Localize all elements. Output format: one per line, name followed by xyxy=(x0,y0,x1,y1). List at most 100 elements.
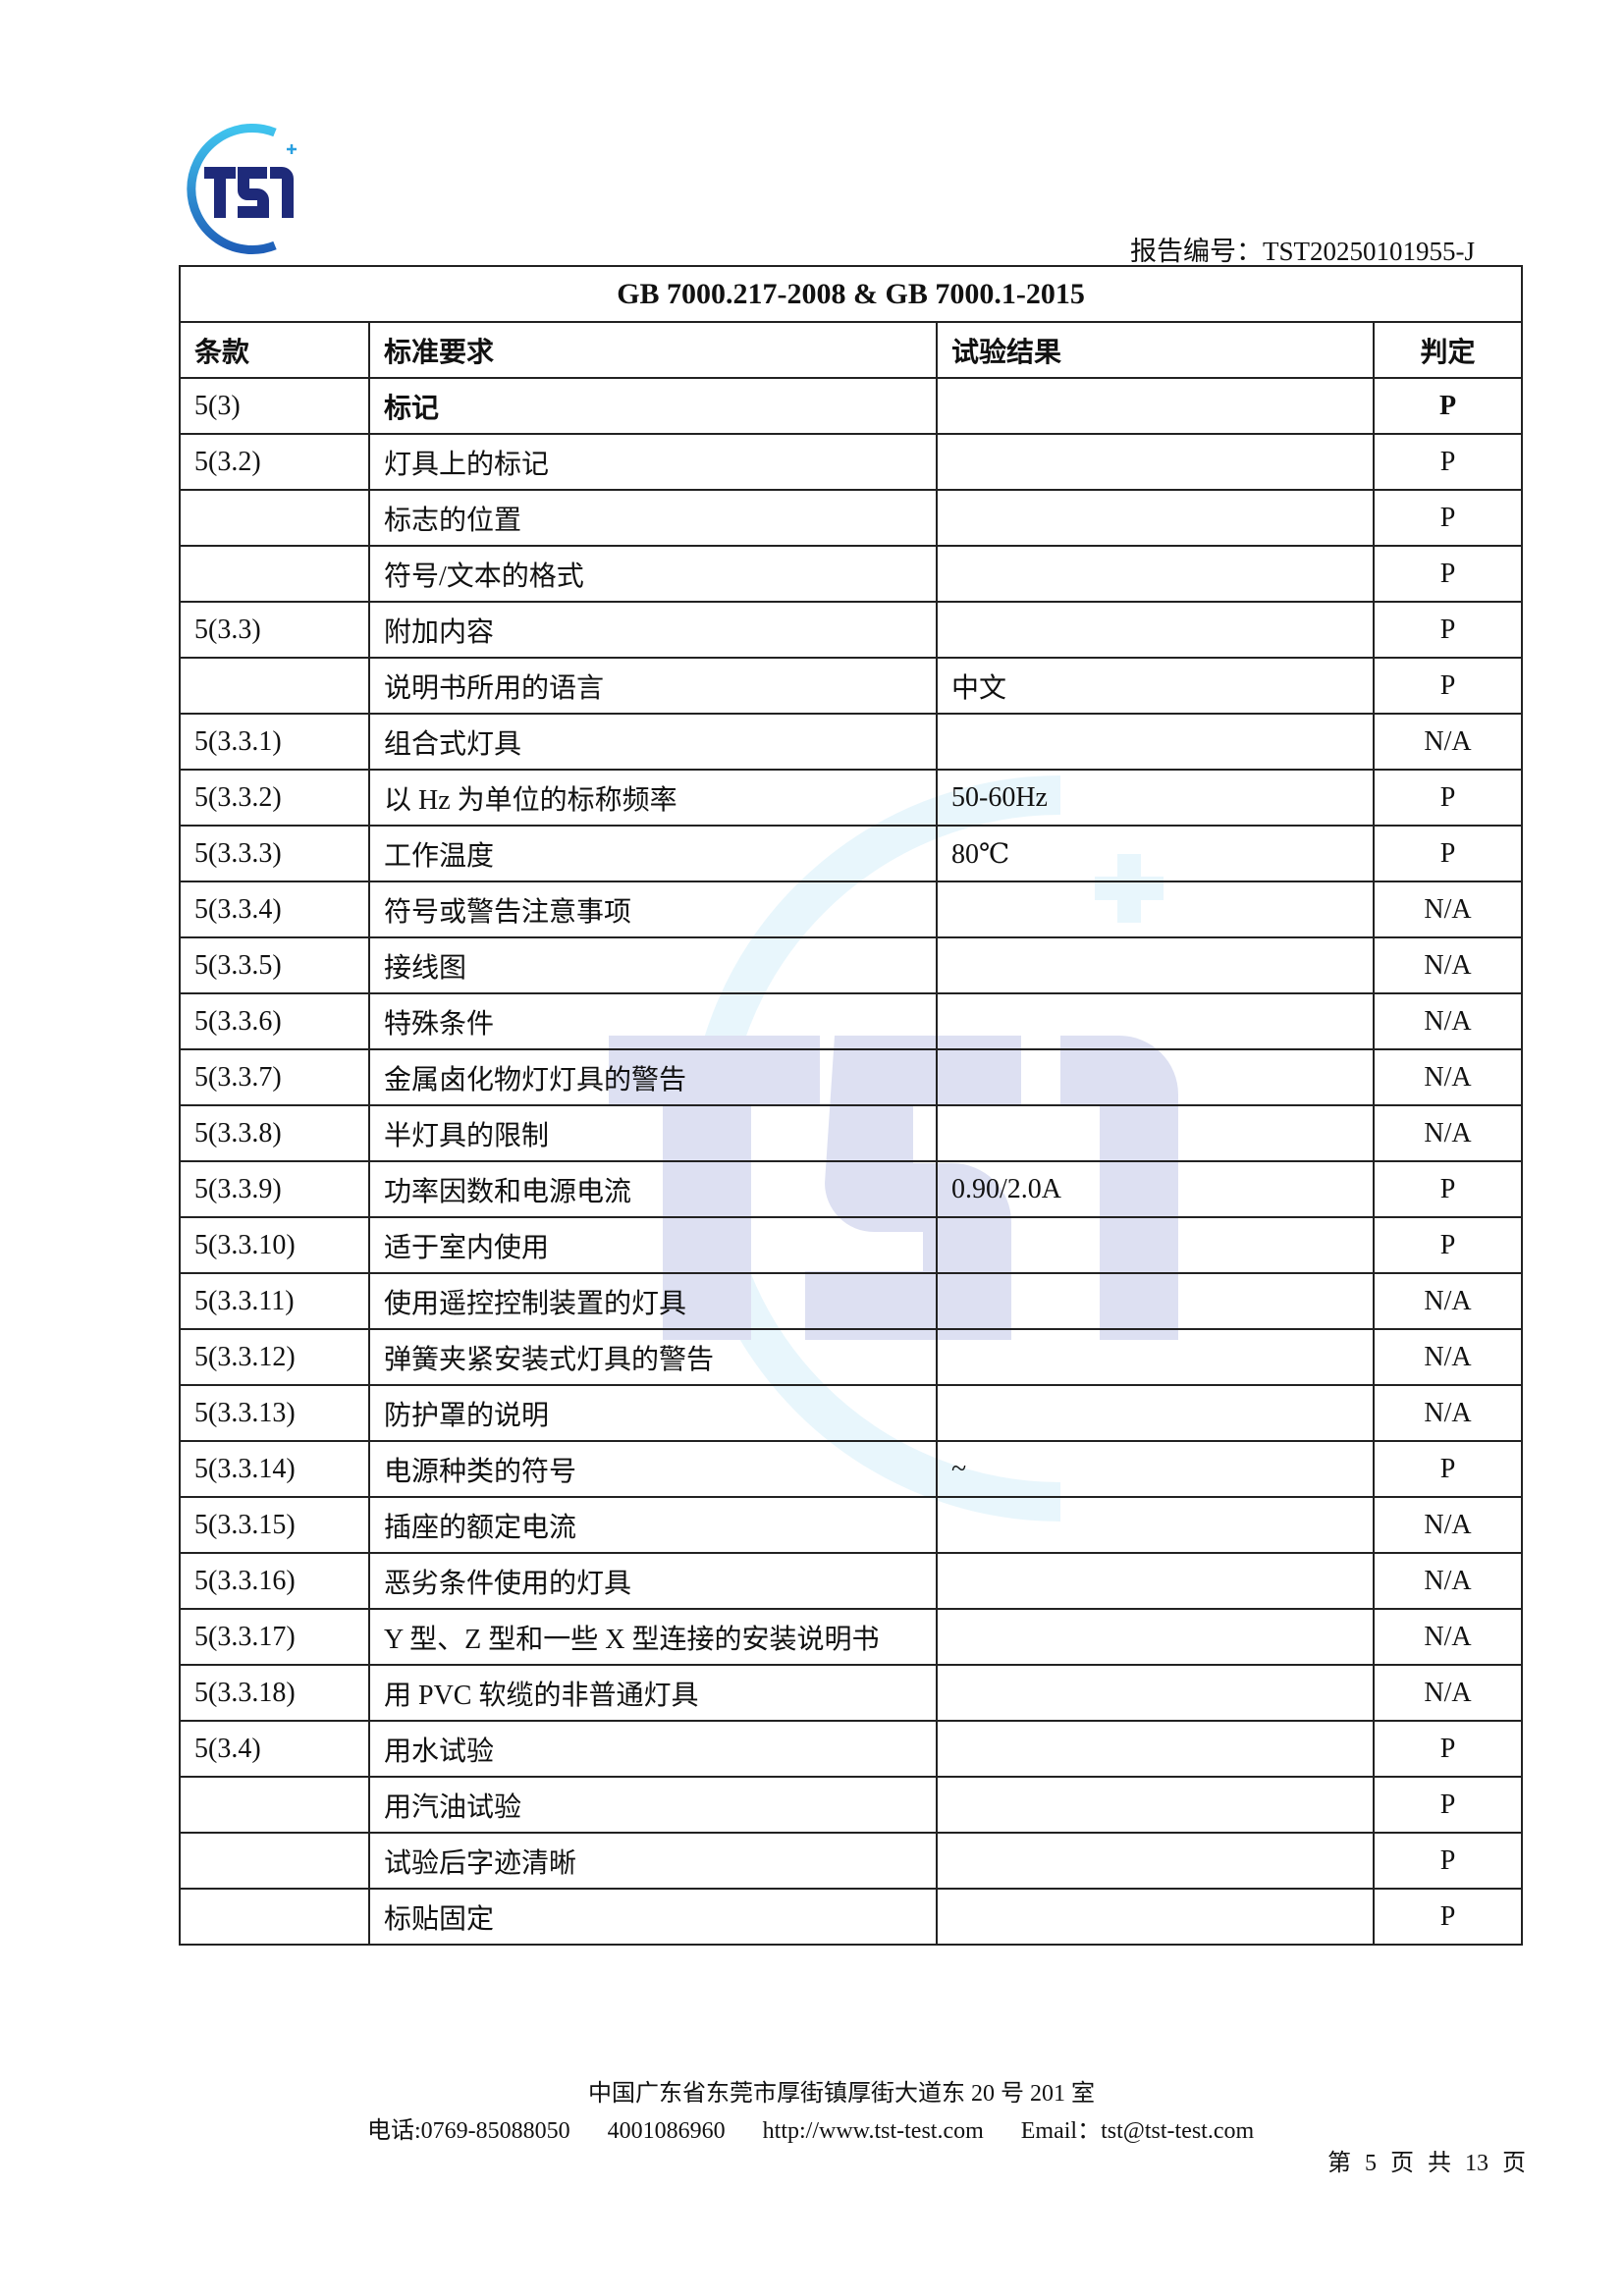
table-row: 5(3.3.14) 电源种类的符号 ~ P xyxy=(179,1440,1524,1498)
table-row: 5(3.3.3) 工作温度 80℃ P xyxy=(179,825,1524,882)
table-row: 用汽油试验 P xyxy=(179,1776,1524,1834)
clause-cell xyxy=(179,489,370,547)
requirement-cell: 接线图 xyxy=(368,936,938,994)
tst-logo xyxy=(187,124,297,254)
table-row: 标贴固定 P xyxy=(179,1888,1524,1946)
column-header-clause: 条款 xyxy=(179,321,370,379)
requirement-cell: 工作温度 xyxy=(368,825,938,882)
table-row: 5(3) 标记 P xyxy=(179,377,1524,435)
requirement-cell: 组合式灯具 xyxy=(368,713,938,771)
test-results-table: GB 7000.217-2008 & GB 7000.1-2015 条款 标准要… xyxy=(178,265,1524,1946)
result-cell: 0.90/2.0A xyxy=(936,1160,1375,1218)
verdict-cell: N/A xyxy=(1372,1328,1524,1386)
footer-email[interactable]: Email：tst@tst-test.com xyxy=(1020,2118,1255,2144)
verdict-cell: N/A xyxy=(1372,992,1524,1050)
table-row: 5(3.3) 附加内容 P xyxy=(179,601,1524,659)
clause-cell xyxy=(179,1776,370,1834)
table-row: 5(3.3.16) 恶劣条件使用的灯具 N/A xyxy=(179,1552,1524,1610)
result-cell xyxy=(936,713,1375,771)
verdict-cell: P xyxy=(1372,825,1524,882)
requirement-cell: Y 型、Z 型和一些 X 型连接的安装说明书 xyxy=(368,1608,938,1666)
clause-cell: 5(3.3.2) xyxy=(179,769,370,827)
requirement-cell: 弹簧夹紧安装式灯具的警告 xyxy=(368,1328,938,1386)
requirement-cell: 试验后字迹清晰 xyxy=(368,1832,938,1890)
clause-cell: 5(3.3.1) xyxy=(179,713,370,771)
column-header-requirement: 标准要求 xyxy=(368,321,938,379)
column-header-result: 试验结果 xyxy=(936,321,1375,379)
requirement-cell: 恶劣条件使用的灯具 xyxy=(368,1552,938,1610)
table-row: 5(3.3.12) 弹簧夹紧安装式灯具的警告 N/A xyxy=(179,1328,1524,1386)
verdict-cell: P xyxy=(1372,657,1524,715)
result-cell xyxy=(936,1272,1375,1330)
verdict-cell: P xyxy=(1372,1440,1524,1498)
clause-cell: 5(3.3.4) xyxy=(179,881,370,938)
clause-cell: 5(3.2) xyxy=(179,433,370,491)
clause-cell: 5(3.3.14) xyxy=(179,1440,370,1498)
verdict-cell: P xyxy=(1372,1888,1524,1946)
verdict-cell: N/A xyxy=(1372,713,1524,771)
requirement-cell: 标贴固定 xyxy=(368,1888,938,1946)
requirement-cell: 标志的位置 xyxy=(368,489,938,547)
clause-cell xyxy=(179,1832,370,1890)
table-row: 5(3.3.4) 符号或警告注意事项 N/A xyxy=(179,881,1524,938)
verdict-cell: P xyxy=(1372,377,1524,435)
table-row: 5(3.4) 用水试验 P xyxy=(179,1720,1524,1778)
verdict-cell: P xyxy=(1372,1832,1524,1890)
requirement-cell: 标记 xyxy=(368,377,938,435)
footer-contact: 电话:0769-85088050 4001086960 http://www.tst… xyxy=(367,2110,1291,2145)
table-row: 5(3.2) 灯具上的标记 P xyxy=(179,433,1524,491)
verdict-cell: N/A xyxy=(1372,1496,1524,1554)
requirement-cell: 适于室内使用 xyxy=(368,1216,938,1274)
verdict-cell: P xyxy=(1372,433,1524,491)
column-header-verdict: 判定 xyxy=(1372,321,1524,379)
table-row: 标志的位置 P xyxy=(179,489,1524,547)
result-cell xyxy=(936,881,1375,938)
result-cell xyxy=(936,1048,1375,1106)
result-cell: ~ xyxy=(936,1440,1375,1498)
clause-cell: 5(3.3.15) xyxy=(179,1496,370,1554)
table-row: 5(3.3.6) 特殊条件 N/A xyxy=(179,992,1524,1050)
table-row: 5(3.3.2) 以 Hz 为单位的标称频率 50-60Hz P xyxy=(179,769,1524,827)
table-row: 5(3.3.5) 接线图 N/A xyxy=(179,936,1524,994)
clause-cell: 5(3.3.16) xyxy=(179,1552,370,1610)
table-row: 试验后字迹清晰 P xyxy=(179,1832,1524,1890)
table-row: 5(3.3.7) 金属卤化物灯灯具的警告 N/A xyxy=(179,1048,1524,1106)
result-cell xyxy=(936,601,1375,659)
clause-cell: 5(3.3.11) xyxy=(179,1272,370,1330)
result-cell xyxy=(936,1384,1375,1442)
verdict-cell: N/A xyxy=(1372,1552,1524,1610)
verdict-cell: P xyxy=(1372,769,1524,827)
table-row: 5(3.3.10) 适于室内使用 P xyxy=(179,1216,1524,1274)
verdict-cell: N/A xyxy=(1372,1664,1524,1722)
result-cell xyxy=(936,1776,1375,1834)
verdict-cell: P xyxy=(1372,1720,1524,1778)
clause-cell: 5(3.3.3) xyxy=(179,825,370,882)
footer-website[interactable]: http://www.tst-test.com xyxy=(762,2118,984,2144)
footer-hotline: 4001086960 xyxy=(607,2118,726,2144)
table-row: 5(3.3.9) 功率因数和电源电流 0.90/2.0A P xyxy=(179,1160,1524,1218)
verdict-cell: N/A xyxy=(1372,936,1524,994)
table-row: 5(3.3.1) 组合式灯具 N/A xyxy=(179,713,1524,771)
clause-cell: 5(3.3.10) xyxy=(179,1216,370,1274)
verdict-cell: P xyxy=(1372,1160,1524,1218)
result-cell xyxy=(936,1496,1375,1554)
clause-cell: 5(3.3.7) xyxy=(179,1048,370,1106)
result-cell xyxy=(936,489,1375,547)
clause-cell: 5(3) xyxy=(179,377,370,435)
verdict-cell: N/A xyxy=(1372,1104,1524,1162)
requirement-cell: 功率因数和电源电流 xyxy=(368,1160,938,1218)
table-row: 5(3.3.18) 用 PVC 软缆的非普通灯具 N/A xyxy=(179,1664,1524,1722)
result-cell: 50-60Hz xyxy=(936,769,1375,827)
verdict-cell: P xyxy=(1372,1776,1524,1834)
result-cell xyxy=(936,1608,1375,1666)
requirement-cell: 说明书所用的语言 xyxy=(368,657,938,715)
clause-cell: 5(3.3.8) xyxy=(179,1104,370,1162)
table-row: 5(3.3.11) 使用遥控控制装置的灯具 N/A xyxy=(179,1272,1524,1330)
requirement-cell: 插座的额定电流 xyxy=(368,1496,938,1554)
table-row: 说明书所用的语言 中文 P xyxy=(179,657,1524,715)
clause-cell: 5(3.4) xyxy=(179,1720,370,1778)
clause-cell: 5(3.3.6) xyxy=(179,992,370,1050)
clause-cell xyxy=(179,1888,370,1946)
clause-cell: 5(3.3) xyxy=(179,601,370,659)
clause-cell: 5(3.3.18) xyxy=(179,1664,370,1722)
